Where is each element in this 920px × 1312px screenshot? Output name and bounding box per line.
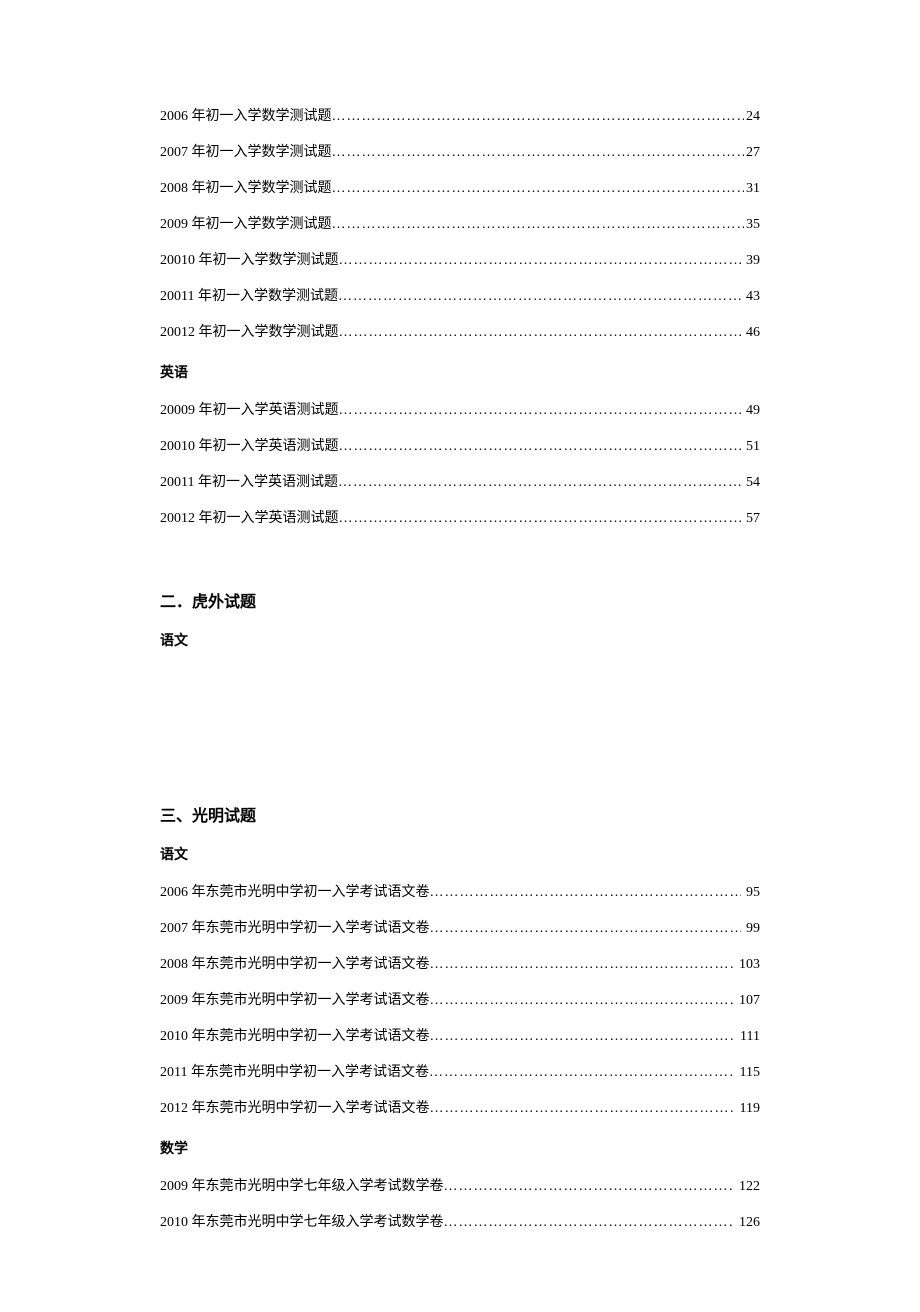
document-page: 2006 年初一入学数学测试题 24 2007 年初一入学数学测试题 27 20… bbox=[0, 0, 920, 1312]
toc-dots bbox=[430, 1102, 735, 1116]
toc-entry: 2011 年东莞市光明中学初一入学考试语文卷 115 bbox=[160, 1066, 760, 1080]
toc-entry-title: 2006 年东莞市光明中学初一入学考试语文卷 bbox=[160, 886, 430, 900]
toc-entry-title: 2010 年东莞市光明中学初一入学考试语文卷 bbox=[160, 1030, 430, 1044]
toc-entry-title: 2009 年东莞市光明中学七年级入学考试数学卷 bbox=[160, 1180, 444, 1194]
toc-entry: 2006 年初一入学数学测试题 24 bbox=[160, 110, 760, 124]
toc-dots bbox=[332, 110, 745, 124]
toc-dots bbox=[332, 182, 745, 196]
toc-dots bbox=[339, 326, 741, 340]
subject-heading-chinese: 语文 bbox=[160, 630, 760, 650]
toc-entry-page: 24 bbox=[744, 110, 760, 124]
toc-entry-title: 2007 年东莞市光明中学初一入学考试语文卷 bbox=[160, 922, 430, 936]
toc-entry-page: 99 bbox=[741, 922, 761, 936]
toc-dots bbox=[430, 922, 741, 936]
toc-entry-page: 31 bbox=[744, 182, 760, 196]
toc-entry-title: 2008 年东莞市光明中学初一入学考试语文卷 bbox=[160, 958, 430, 972]
spacer bbox=[160, 672, 760, 802]
toc-entry: 2012 年东莞市光明中学初一入学考试语文卷 119 bbox=[160, 1102, 760, 1116]
toc-entry-title: 2006 年初一入学数学测试题 bbox=[160, 110, 332, 124]
toc-entry-title: 2011 年东莞市光明中学初一入学考试语文卷 bbox=[160, 1066, 429, 1080]
toc-dots bbox=[339, 512, 741, 526]
toc-dots bbox=[339, 440, 741, 454]
toc-dots bbox=[430, 886, 741, 900]
toc-entry: 2007 年东莞市光明中学初一入学考试语文卷 99 bbox=[160, 922, 760, 936]
toc-entry-page: 54 bbox=[741, 476, 761, 490]
toc-entry: 2008 年东莞市光明中学初一入学考试语文卷 103 bbox=[160, 958, 760, 972]
toc-entry-page: 35 bbox=[744, 218, 760, 232]
toc-entry-page: 43 bbox=[741, 290, 761, 304]
toc-entry-title: 20012 年初一入学数学测试题 bbox=[160, 326, 339, 340]
toc-entry-title: 20011 年初一入学英语测试题 bbox=[160, 476, 338, 490]
toc-entry-page: 46 bbox=[741, 326, 761, 340]
toc-entry-title: 2009 年初一入学数学测试题 bbox=[160, 218, 332, 232]
toc-entry-title: 20011 年初一入学数学测试题 bbox=[160, 290, 338, 304]
toc-entry: 2009 年东莞市光明中学七年级入学考试数学卷 122 bbox=[160, 1180, 760, 1194]
section-heading-guangming: 三、光明试题 bbox=[160, 802, 760, 826]
toc-entry: 20009 年初一入学英语测试题 49 bbox=[160, 404, 760, 418]
toc-dots bbox=[338, 476, 741, 490]
toc-dots bbox=[339, 254, 741, 268]
toc-entry-page: 122 bbox=[734, 1180, 761, 1194]
toc-dots bbox=[338, 290, 741, 304]
toc-entry-page: 27 bbox=[744, 146, 760, 160]
toc-entry: 2006 年东莞市光明中学初一入学考试语文卷 95 bbox=[160, 886, 760, 900]
spacer bbox=[160, 548, 760, 588]
toc-block-english: 20009 年初一入学英语测试题 49 20010 年初一入学英语测试题 51 … bbox=[160, 404, 760, 526]
toc-dots bbox=[332, 218, 745, 232]
toc-entry: 2009 年东莞市光明中学初一入学考试语文卷 107 bbox=[160, 994, 760, 1008]
toc-entry-page: 103 bbox=[734, 958, 761, 972]
toc-dots bbox=[444, 1180, 734, 1194]
toc-block-math: 2006 年初一入学数学测试题 24 2007 年初一入学数学测试题 27 20… bbox=[160, 110, 760, 340]
toc-entry-page: 115 bbox=[734, 1066, 760, 1080]
toc-entry: 2008 年初一入学数学测试题 31 bbox=[160, 182, 760, 196]
toc-block-guangming-math: 2009 年东莞市光明中学七年级入学考试数学卷 122 2010 年东莞市光明中… bbox=[160, 1180, 760, 1230]
toc-entry-title: 2009 年东莞市光明中学初一入学考试语文卷 bbox=[160, 994, 430, 1008]
toc-entry-title: 20010 年初一入学数学测试题 bbox=[160, 254, 339, 268]
toc-entry: 2010 年东莞市光明中学七年级入学考试数学卷 126 bbox=[160, 1216, 760, 1230]
toc-dots bbox=[430, 994, 734, 1008]
toc-entry-title: 20009 年初一入学英语测试题 bbox=[160, 404, 339, 418]
toc-entry: 20010 年初一入学数学测试题 39 bbox=[160, 254, 760, 268]
subject-heading-english: 英语 bbox=[160, 362, 760, 382]
toc-entry-page: 39 bbox=[741, 254, 761, 268]
subject-heading-math: 数学 bbox=[160, 1138, 760, 1158]
toc-entry-page: 126 bbox=[734, 1216, 761, 1230]
toc-entry: 20011 年初一入学英语测试题 54 bbox=[160, 476, 760, 490]
toc-entry-page: 119 bbox=[734, 1102, 760, 1116]
subject-heading-chinese: 语文 bbox=[160, 844, 760, 864]
toc-entry-title: 20012 年初一入学英语测试题 bbox=[160, 512, 339, 526]
toc-entry-title: 2007 年初一入学数学测试题 bbox=[160, 146, 332, 160]
toc-entry: 20010 年初一入学英语测试题 51 bbox=[160, 440, 760, 454]
toc-entry: 2009 年初一入学数学测试题 35 bbox=[160, 218, 760, 232]
toc-dots bbox=[430, 1030, 735, 1044]
toc-dots bbox=[430, 958, 734, 972]
toc-entry: 20012 年初一入学数学测试题 46 bbox=[160, 326, 760, 340]
toc-entry-page: 57 bbox=[741, 512, 761, 526]
toc-entry-page: 95 bbox=[741, 886, 761, 900]
toc-dots bbox=[444, 1216, 734, 1230]
toc-dots bbox=[429, 1066, 734, 1080]
toc-entry: 2010 年东莞市光明中学初一入学考试语文卷 111 bbox=[160, 1030, 760, 1044]
toc-entry-page: 49 bbox=[741, 404, 761, 418]
toc-dots bbox=[339, 404, 741, 418]
toc-entry: 20011 年初一入学数学测试题 43 bbox=[160, 290, 760, 304]
toc-entry-page: 107 bbox=[734, 994, 761, 1008]
toc-entry-title: 2010 年东莞市光明中学七年级入学考试数学卷 bbox=[160, 1216, 444, 1230]
toc-entry-title: 2008 年初一入学数学测试题 bbox=[160, 182, 332, 196]
toc-dots bbox=[332, 146, 745, 160]
section-heading-huwai: 二．虎外试题 bbox=[160, 588, 760, 612]
toc-entry-page: 51 bbox=[741, 440, 761, 454]
toc-entry: 2007 年初一入学数学测试题 27 bbox=[160, 146, 760, 160]
toc-entry-title: 2012 年东莞市光明中学初一入学考试语文卷 bbox=[160, 1102, 430, 1116]
toc-entry-title: 20010 年初一入学英语测试题 bbox=[160, 440, 339, 454]
toc-entry: 20012 年初一入学英语测试题 57 bbox=[160, 512, 760, 526]
toc-entry-page: 111 bbox=[735, 1030, 760, 1044]
toc-block-guangming-chinese: 2006 年东莞市光明中学初一入学考试语文卷 95 2007 年东莞市光明中学初… bbox=[160, 886, 760, 1116]
